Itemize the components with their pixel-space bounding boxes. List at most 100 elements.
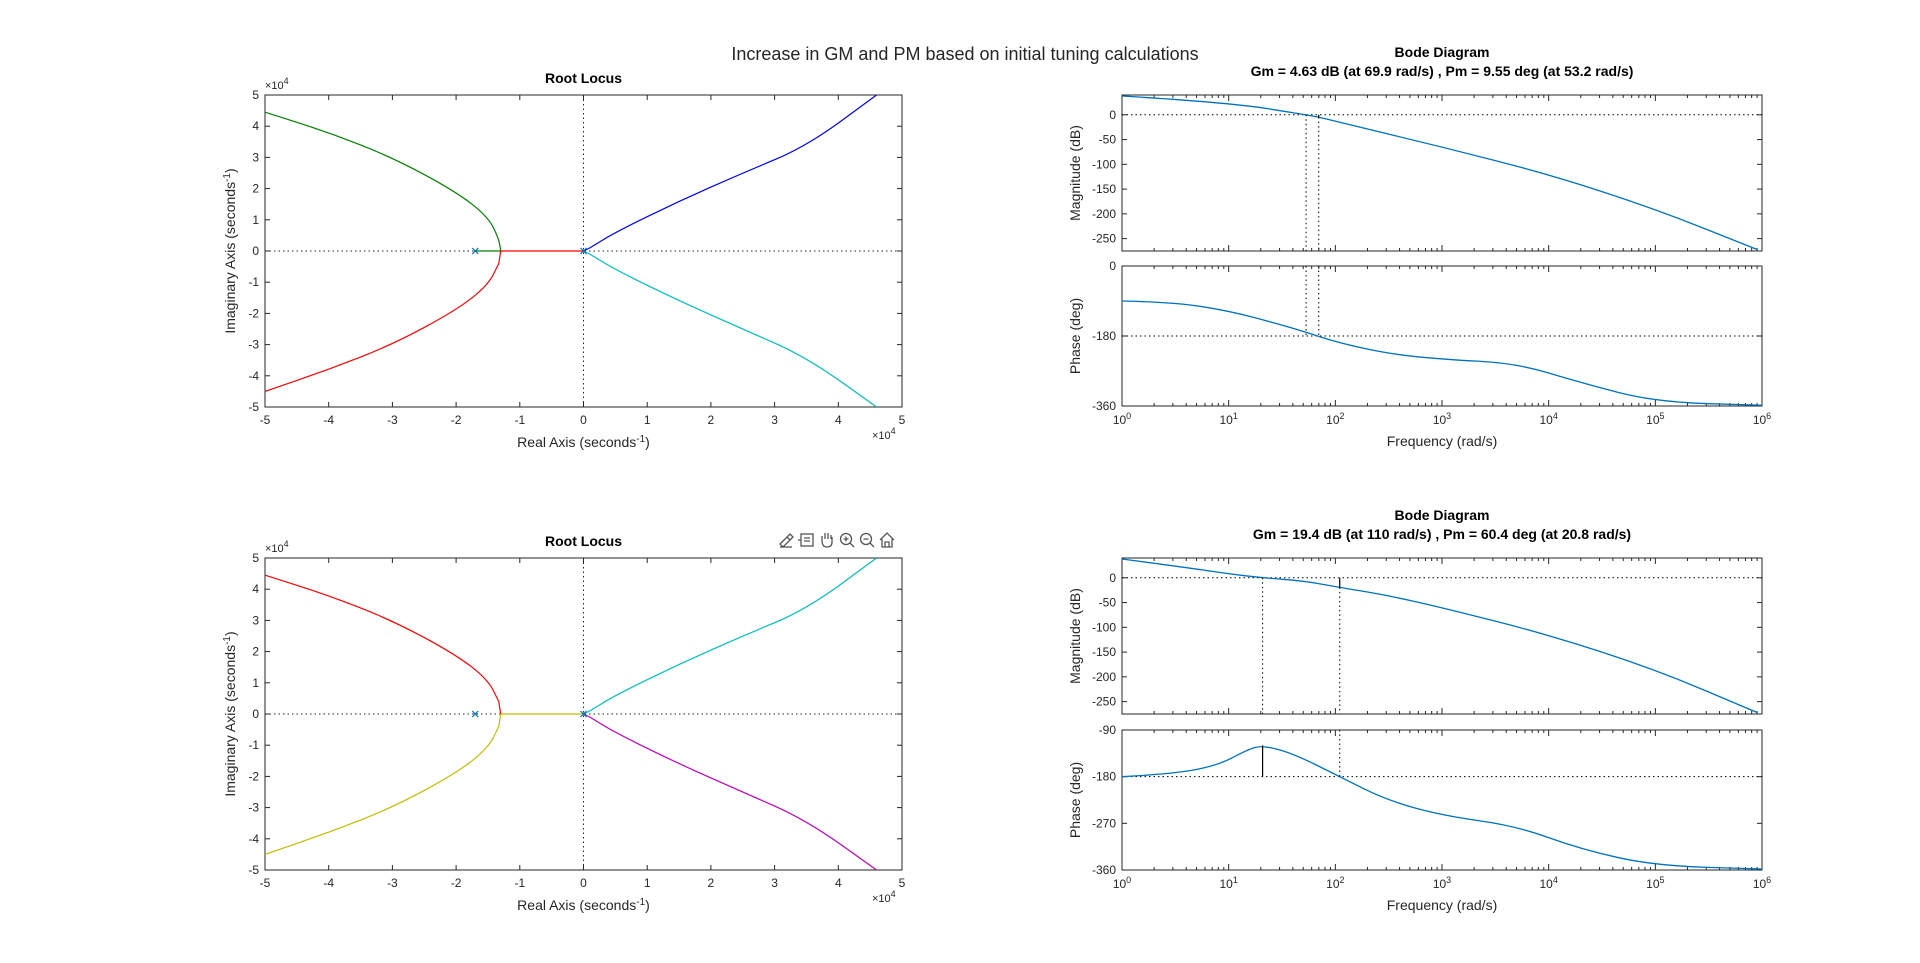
pan-icon[interactable] (821, 533, 833, 548)
x-tick-label: -4 (323, 413, 334, 427)
home-icon[interactable] (879, 532, 895, 548)
locus-branch-0[interactable] (265, 574, 502, 715)
magnitude-response-line[interactable] (1121, 95, 1758, 251)
frequency-tick-label: 105 (1646, 411, 1664, 427)
frequency-tick-label: 102 (1326, 875, 1344, 891)
locus-branch-0[interactable] (265, 111, 502, 252)
y-axis-label: Imaginary Axis (seconds-1) (222, 168, 239, 333)
root-locus-bottom[interactable]: -5 -4 -3 -2 -1 0 1 2 3 4 5 -5 -4 -3 -2 -1 0 1 2 3 4 5 Root Loc… (222, 533, 906, 913)
phase-response-line[interactable] (1121, 300, 1763, 406)
frequency-tick-label: 103 (1433, 411, 1451, 427)
pole-marker-1[interactable] (580, 710, 587, 718)
x-tick-label: 2 (708, 876, 715, 890)
plot-title: Bode Diagram (1395, 44, 1490, 60)
x-tick-label: 4 (835, 413, 842, 427)
locus-branch-3[interactable] (583, 558, 877, 715)
y-tick-label: -2 (248, 306, 259, 320)
phase-y-tick-label: -360 (1092, 863, 1116, 877)
frequency-tick-label: 100 (1113, 411, 1131, 427)
plot-title: Root Locus (545, 533, 622, 549)
plot-title: Bode Diagram (1395, 507, 1490, 523)
plot-title: Root Locus (545, 70, 622, 86)
x-tick-label: -4 (323, 876, 334, 890)
phase-y-axis-label: Phase (deg) (1067, 298, 1083, 374)
x-multiplier: ×104 (872, 889, 896, 905)
zoom-out-icon[interactable] (859, 532, 875, 548)
frequency-tick-label: 106 (1753, 411, 1771, 427)
frequency-tick-label: 104 (1539, 875, 1557, 891)
magnitude-y-tick-label: -50 (1099, 596, 1117, 610)
magnitude-y-tick-label: -100 (1092, 157, 1116, 171)
margins-subtitle: Gm = 19.4 dB (at 110 rad/s) , Pm = 60.4 … (1253, 526, 1631, 542)
x-tick-label: 3 (771, 413, 778, 427)
x-tick-label: 5 (899, 413, 906, 427)
x-tick-label: 0 (580, 413, 587, 427)
frequency-axis-label: Frequency (rad/s) (1387, 433, 1497, 449)
magnitude-y-tick-label: -250 (1092, 695, 1116, 709)
phase-y-tick-label: 0 (1109, 259, 1116, 273)
y-tick-label: -3 (248, 338, 259, 352)
y-multiplier: ×104 (265, 539, 289, 555)
margins-subtitle: Gm = 4.63 dB (at 69.9 rad/s) , Pm = 9.55… (1251, 63, 1634, 79)
bode-diagram-top[interactable]: 0 -50 -100 -150 -200 -250 Magnitude (dB) 0 -180 -… (1067, 44, 1771, 449)
magnitude-y-tick-label: -250 (1092, 232, 1116, 246)
phase-y-tick-label: -360 (1092, 399, 1116, 413)
y-tick-label: 2 (252, 182, 259, 196)
y-tick-label: 1 (252, 676, 259, 690)
x-tick-label: 4 (835, 876, 842, 890)
x-tick-label: -5 (260, 413, 271, 427)
locus-branch-2[interactable] (265, 713, 502, 855)
frequency-tick-label: 101 (1219, 411, 1237, 427)
magnitude-y-tick-label: -100 (1092, 620, 1116, 634)
y-tick-label: 2 (252, 645, 259, 659)
pole-marker-1[interactable] (580, 247, 587, 255)
x-tick-label: 5 (899, 876, 906, 890)
magnitude-plot-area[interactable] (1121, 94, 1763, 252)
zoom-in-icon[interactable] (839, 532, 855, 548)
locus-branch-3[interactable] (583, 95, 877, 252)
y-tick-label: -1 (248, 738, 259, 752)
y-tick-label: 1 (252, 213, 259, 227)
figure-title: Increase in GM and PM based on initial t… (731, 44, 1198, 64)
bode-diagram-bottom[interactable]: 0 -50 -100 -150 -200 -250 Magnitude (dB) -90 -18… (1067, 507, 1771, 913)
x-tick-label: -2 (451, 413, 462, 427)
brush-icon[interactable] (779, 533, 794, 548)
y-tick-label: 5 (252, 88, 259, 102)
y-tick-label: 4 (252, 119, 259, 133)
x-axis-label: Real Axis (seconds-1) (517, 434, 650, 451)
datatip-icon[interactable] (798, 533, 814, 547)
y-tick-label: 0 (252, 244, 259, 258)
frequency-axis-label: Frequency (rad/s) (1387, 897, 1497, 913)
x-axis-label: Real Axis (seconds-1) (517, 897, 650, 914)
frequency-tick-label: 103 (1433, 875, 1451, 891)
x-tick-label: -2 (451, 876, 462, 890)
magnitude-plot-area[interactable] (1121, 557, 1763, 715)
axes-toolbar[interactable] (779, 532, 895, 548)
phase-y-axis-label: Phase (deg) (1067, 762, 1083, 838)
y-tick-label: -3 (248, 801, 259, 815)
x-tick-label: -3 (387, 413, 398, 427)
magnitude-y-tick-label: -200 (1092, 670, 1116, 684)
magnitude-y-tick-label: -50 (1099, 133, 1117, 147)
phase-response-line[interactable] (1121, 746, 1763, 870)
x-tick-label: -3 (387, 876, 398, 890)
locus-branches (265, 558, 877, 870)
y-axis-label: Imaginary Axis (seconds-1) (222, 631, 239, 796)
locus-branch-2[interactable] (265, 250, 502, 392)
locus-branch-4[interactable] (583, 713, 877, 870)
y-tick-label: 0 (252, 707, 259, 721)
phase-plot-area[interactable] (1121, 729, 1763, 871)
pole-marker-0[interactable] (471, 247, 479, 255)
magnitude-response-line[interactable] (1121, 558, 1758, 714)
root-locus-top[interactable]: -5 -4 -3 -2 -1 0 1 2 3 4 5 -5 -4 -3 -2 -1 0 1 2 3 4 5 Root Loc… (222, 70, 906, 450)
phase-y-tick-label: -180 (1092, 329, 1116, 343)
locus-branch-4[interactable] (583, 250, 877, 407)
pole-marker-0[interactable] (471, 710, 479, 718)
y-tick-label: 4 (252, 582, 259, 596)
y-tick-label: -5 (248, 863, 259, 877)
y-tick-label: -2 (248, 769, 259, 783)
y-tick-label: 5 (252, 551, 259, 565)
locus-branches (265, 95, 877, 407)
x-tick-label: 1 (644, 413, 651, 427)
